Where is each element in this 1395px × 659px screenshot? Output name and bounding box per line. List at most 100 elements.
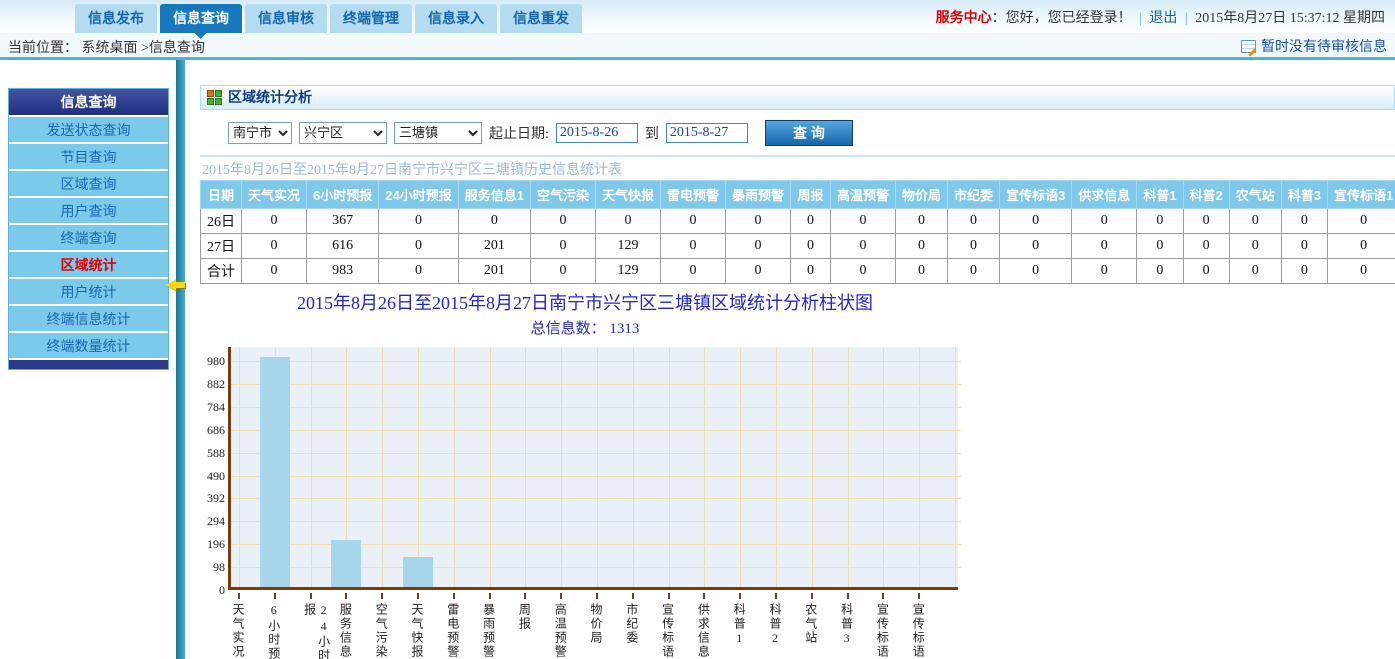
table-cell: 0 — [529, 258, 596, 284]
sidebar-footer — [9, 358, 168, 369]
sidebar-item-7[interactable]: 终端信息统计 — [9, 304, 168, 331]
gridline-h — [231, 521, 961, 523]
x-axis-label: 周报 — [517, 603, 532, 631]
nav-tab-1[interactable]: 信息查询 — [160, 4, 242, 33]
date-to-input[interactable] — [665, 122, 748, 143]
table-header-cell: 宣传标语1 — [1327, 180, 1395, 209]
sidebar: 信息查询 发送状态查询 节目查询 区域查询 用户查询 终端查询 区域统计 用户统计 终端信息统… — [8, 88, 169, 370]
date-range-label: 起止日期: — [489, 126, 549, 142]
x-axis-tick — [846, 593, 849, 599]
gridline-h — [231, 475, 961, 477]
table-caption: 2015年8月26日至2015年8月27日南宁市兴宁区三塘镇历史信息统计表 — [202, 163, 622, 178]
main-content: 区域统计分析 南宁市 兴宁区 三塘镇 起止日期: 到 查 询 2015年8月26… — [200, 85, 1395, 659]
y-axis-tick-label: 392 — [207, 491, 225, 506]
nav-tab-4[interactable]: 信息录入 — [415, 4, 497, 33]
table-cell: 0 — [790, 208, 832, 234]
x-axis-label: 农气站 — [803, 603, 818, 645]
x-axis-label: 雷电预警 — [445, 603, 460, 659]
gridline-v — [382, 347, 384, 587]
table-cell: 0 — [895, 208, 949, 234]
y-axis-tick-label: 196 — [207, 537, 225, 552]
greeting-text: ：您好，您已经登录！ — [991, 11, 1132, 26]
x-axis-label: 6小时预报 — [266, 603, 281, 659]
sidebar-item-4[interactable]: 终端查询 — [9, 223, 168, 250]
table-header-cell: 雷电预警 — [659, 180, 727, 209]
chart-title-block: 2015年8月26日至2015年8月27日南宁市兴宁区三塘镇区域统计分析柱状图 … — [200, 289, 970, 338]
arrow-tail — [176, 282, 185, 288]
table-header-cell: 天气实况 — [240, 180, 308, 209]
table-cell: 0 — [724, 233, 792, 259]
sidebar-item-6[interactable]: 用户统计 — [9, 277, 168, 304]
table-header-cell: 宣传标语3 — [999, 180, 1073, 209]
gridline-v — [668, 347, 670, 587]
nav-tab-0[interactable]: 信息发布 — [75, 4, 157, 33]
table-header-cell: 科普1 — [1136, 180, 1184, 209]
panel-divider[interactable] — [176, 60, 185, 659]
page-title: 区域统计分析 — [228, 89, 312, 105]
x-axis-tick — [775, 593, 777, 599]
district-select[interactable]: 兴宁区 — [299, 121, 387, 144]
sidebar-item-2[interactable]: 区域查询 — [9, 169, 168, 196]
x-axis-tick — [882, 593, 885, 599]
table-cell: 0 — [1280, 208, 1329, 234]
gridline-h — [231, 544, 961, 546]
sidebar-item-3[interactable]: 用户查询 — [9, 196, 168, 223]
town-select[interactable]: 三塘镇 — [394, 121, 482, 144]
table-cell: 0 — [724, 208, 792, 234]
date-from-input[interactable] — [555, 122, 638, 143]
table-cell: 0 — [947, 208, 1001, 234]
table-cell: 0 — [790, 233, 832, 259]
table-cell: 0 — [240, 258, 308, 284]
table-cell: 0 — [378, 258, 459, 284]
table-header-cell: 暴雨预警 — [724, 180, 792, 209]
table-header-cell: 市纪委 — [947, 180, 1001, 209]
breadcrumb-separator: > — [141, 41, 149, 56]
x-axis-label: 天气实况 — [231, 603, 245, 659]
nav-tab-2[interactable]: 信息审核 — [245, 4, 327, 33]
nav-tabs: 信息发布 信息查询 信息审核 终端管理 信息录入 信息重发 — [75, 4, 582, 33]
chart-plot-area — [228, 347, 961, 590]
table-header-cell: 空气污染 — [529, 180, 596, 209]
gridline-v — [811, 347, 813, 587]
table-cell: 0 — [529, 233, 596, 259]
y-axis-tick-label: 98 — [213, 560, 225, 575]
table-cell: 0 — [1071, 233, 1138, 259]
sidebar-item-1[interactable]: 节目查询 — [9, 142, 168, 169]
breadcrumb-bar: 当前位置： 系统桌面 >信息查询 暂时没有待审核信息 — [0, 33, 1395, 60]
x-axis-tick — [238, 593, 240, 599]
x-axis-tick — [488, 593, 491, 599]
x-axis-label: 24小时预报 — [302, 603, 331, 659]
sidebar-item-5[interactable]: 区域统计 — [9, 250, 168, 277]
table-cell: 0 — [947, 233, 1001, 259]
city-select[interactable]: 南宁市 — [228, 121, 292, 144]
table-cell: 0 — [1228, 208, 1282, 234]
breadcrumb-prefix: 当前位置： — [8, 41, 78, 56]
x-axis-label: 空气污染 — [374, 603, 389, 659]
breadcrumb-root: 系统桌面 — [81, 41, 138, 56]
logout-link[interactable]: 退出 — [1149, 11, 1178, 26]
sidebar-item-8[interactable]: 终端数量统计 — [9, 331, 168, 358]
table-cell: 0 — [895, 258, 949, 284]
table-cell: 0 — [1327, 233, 1395, 259]
nav-tab-3[interactable]: 终端管理 — [330, 4, 412, 33]
x-axis-label: 科普2 — [768, 603, 782, 647]
nav-tab-5[interactable]: 信息重发 — [500, 4, 582, 33]
table-cell: 0 — [724, 258, 792, 284]
separator: | — [1184, 11, 1188, 26]
collapse-arrow-icon[interactable] — [166, 279, 185, 291]
x-axis-tick — [524, 593, 527, 599]
gridline-v — [561, 347, 563, 587]
table-cell: 983 — [306, 258, 380, 284]
x-axis-label: 暴雨预警 — [481, 603, 496, 659]
table-cell: 0 — [895, 233, 949, 259]
table-cell: 0 — [830, 233, 897, 259]
sidebar-item-0[interactable]: 发送状态查询 — [9, 115, 168, 142]
table-header-row: 日期 天气实况 6小时预报 24小时预报 服务信息1 空气污染 天气快报 雷电预警 暴雨预警 周报… — [200, 180, 1395, 209]
table-cell: 0 — [1071, 208, 1138, 234]
x-axis-tick — [918, 593, 921, 599]
query-button[interactable]: 查 询 — [764, 119, 853, 146]
table-cell: 0 — [457, 208, 531, 234]
table-cell: 0 — [378, 208, 459, 234]
stats-table: 日期 天气实况 6小时预报 24小时预报 服务信息1 空气污染 天气快报 雷电预警 暴雨预警 周报… — [200, 180, 1395, 284]
